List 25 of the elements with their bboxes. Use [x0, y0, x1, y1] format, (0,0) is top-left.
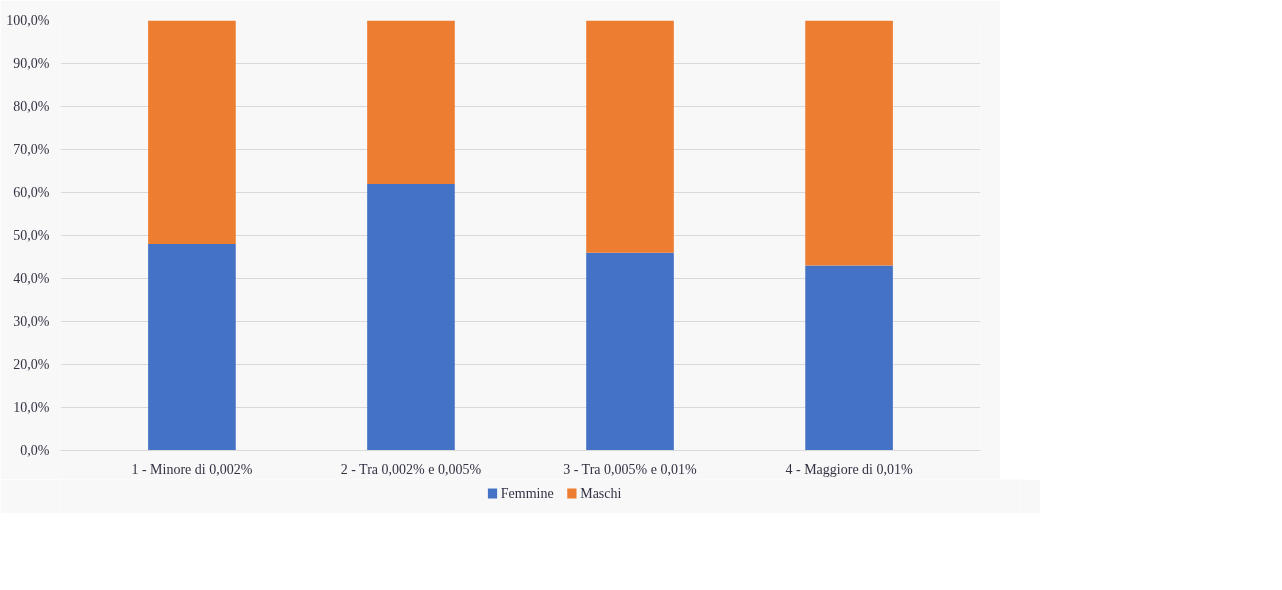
bar	[586, 20, 674, 253]
y-tick-label: 30,0%	[13, 314, 50, 329]
bar	[148, 244, 236, 451]
bar	[805, 20, 893, 266]
x-tick-label: 4 - Maggiore di 0,01%	[785, 461, 913, 477]
y-tick-label: 100,0%	[6, 13, 50, 28]
legend-label: Femmine	[500, 486, 554, 501]
y-tick-label: 40,0%	[13, 271, 50, 286]
y-tick-label: 70,0%	[13, 142, 50, 157]
y-tick-label: 80,0%	[13, 99, 50, 114]
bar	[586, 252, 674, 451]
y-tick-label: 60,0%	[13, 185, 50, 200]
y-tick-label: 50,0%	[13, 228, 50, 243]
y-tick-label: 90,0%	[13, 56, 50, 71]
legend-label: Maschi	[580, 486, 622, 501]
y-tick-label: 0,0%	[20, 443, 50, 458]
y-tick-label: 20,0%	[13, 357, 50, 372]
x-tick-label: 1 - Minore di 0,002%	[131, 461, 253, 477]
bar	[805, 265, 893, 451]
y-tick-label: 10,0%	[13, 400, 50, 415]
x-tick-label: 2 - Tra 0,002% e 0,005%	[340, 461, 482, 477]
bar	[148, 20, 236, 245]
bar	[367, 20, 455, 184]
x-tick-label: 3 - Tra 0,005% e 0,01%	[563, 461, 697, 477]
bar	[367, 183, 455, 451]
